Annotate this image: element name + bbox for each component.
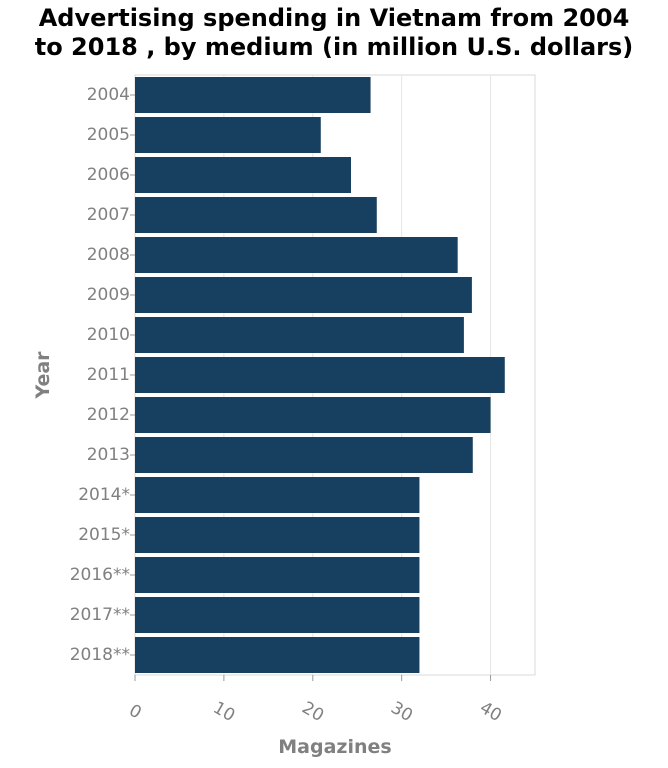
x-tick-label: 0: [125, 701, 144, 724]
bar-2005: [135, 117, 321, 153]
bar-2009: [135, 277, 472, 313]
y-tick-label: 2007: [87, 205, 130, 225]
y-tick-label: 2010: [87, 325, 130, 345]
x-axis-label: Magazines: [278, 736, 391, 758]
bar-2011: [135, 357, 505, 393]
chart-title-line-1: Advertising spending in Vietnam from 200…: [38, 4, 630, 32]
y-tick-label: 2006: [87, 165, 130, 185]
bar-2006: [135, 157, 351, 193]
x-tick-label: 40: [476, 698, 505, 726]
y-tick-label: 2008: [87, 245, 130, 265]
y-tick-label: 2009: [87, 285, 130, 305]
bar-2012: [135, 397, 491, 433]
x-tick-label: 20: [298, 698, 327, 726]
y-tick-label: 2016**: [70, 565, 130, 585]
y-tick-label: 2015*: [78, 525, 130, 545]
bar-2016: [135, 557, 420, 593]
y-axis-ticks: 2004 2005 2006 2007 2008 2009 2010 2011 2012 2013…: [70, 85, 135, 665]
bar-2004: [135, 77, 371, 113]
bar-2007: [135, 197, 377, 233]
y-tick-label: 2011: [87, 365, 130, 385]
chart-title-line-2: to 2018 , by medium (in million U.S. dol…: [34, 33, 634, 61]
x-tick-label: 10: [210, 698, 239, 726]
y-tick-label: 2013: [87, 445, 130, 465]
y-tick-label: 2004: [87, 85, 130, 105]
bar-2010: [135, 317, 464, 353]
bar-2015: [135, 517, 420, 553]
y-tick-label: 2018**: [70, 645, 130, 665]
y-tick-label: 2014*: [78, 485, 130, 505]
y-tick-label: 2017**: [70, 605, 130, 625]
bar-2018: [135, 637, 420, 673]
bar-2013: [135, 437, 473, 473]
y-tick-label: 2005: [87, 125, 130, 145]
chart-title: Advertising spending in Vietnam from 200…: [0, 4, 668, 62]
bar-2014: [135, 477, 420, 513]
x-tick-label: 30: [387, 698, 416, 726]
y-axis-label: Year: [32, 351, 54, 400]
bar-2017: [135, 597, 420, 633]
y-tick-label: 2012: [87, 405, 130, 425]
bar-2008: [135, 237, 458, 273]
x-axis-ticks: 0 10 20 30 40: [125, 675, 505, 726]
bars: [135, 77, 505, 673]
